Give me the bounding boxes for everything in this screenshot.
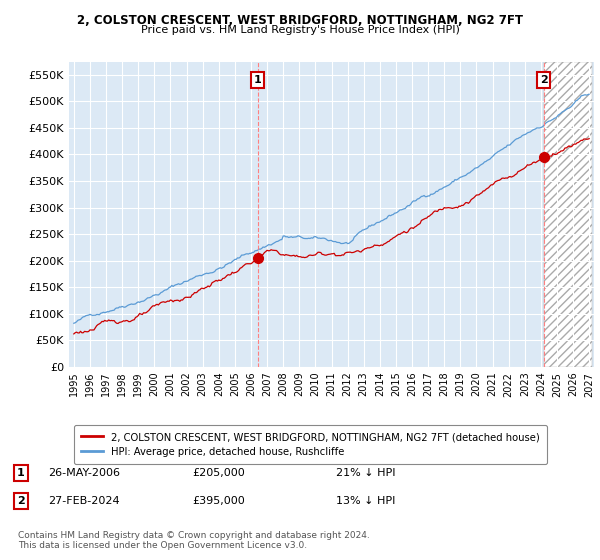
Text: 1: 1 xyxy=(17,468,25,478)
Text: 27-FEB-2024: 27-FEB-2024 xyxy=(48,496,119,506)
Text: 1: 1 xyxy=(254,75,262,85)
Text: £205,000: £205,000 xyxy=(192,468,245,478)
Text: £395,000: £395,000 xyxy=(192,496,245,506)
Text: Price paid vs. HM Land Registry's House Price Index (HPI): Price paid vs. HM Land Registry's House … xyxy=(140,25,460,35)
Text: 26-MAY-2006: 26-MAY-2006 xyxy=(48,468,120,478)
Bar xyxy=(544,62,592,367)
Text: 2, COLSTON CRESCENT, WEST BRIDGFORD, NOTTINGHAM, NG2 7FT: 2, COLSTON CRESCENT, WEST BRIDGFORD, NOT… xyxy=(77,14,523,27)
Text: 2: 2 xyxy=(17,496,25,506)
Legend: 2, COLSTON CRESCENT, WEST BRIDGFORD, NOTTINGHAM, NG2 7FT (detached house), HPI: : 2, COLSTON CRESCENT, WEST BRIDGFORD, NOT… xyxy=(74,425,547,464)
Text: Contains HM Land Registry data © Crown copyright and database right 2024.
This d: Contains HM Land Registry data © Crown c… xyxy=(18,531,370,550)
Text: 2: 2 xyxy=(539,75,547,85)
Text: 13% ↓ HPI: 13% ↓ HPI xyxy=(336,496,395,506)
Text: 21% ↓ HPI: 21% ↓ HPI xyxy=(336,468,395,478)
